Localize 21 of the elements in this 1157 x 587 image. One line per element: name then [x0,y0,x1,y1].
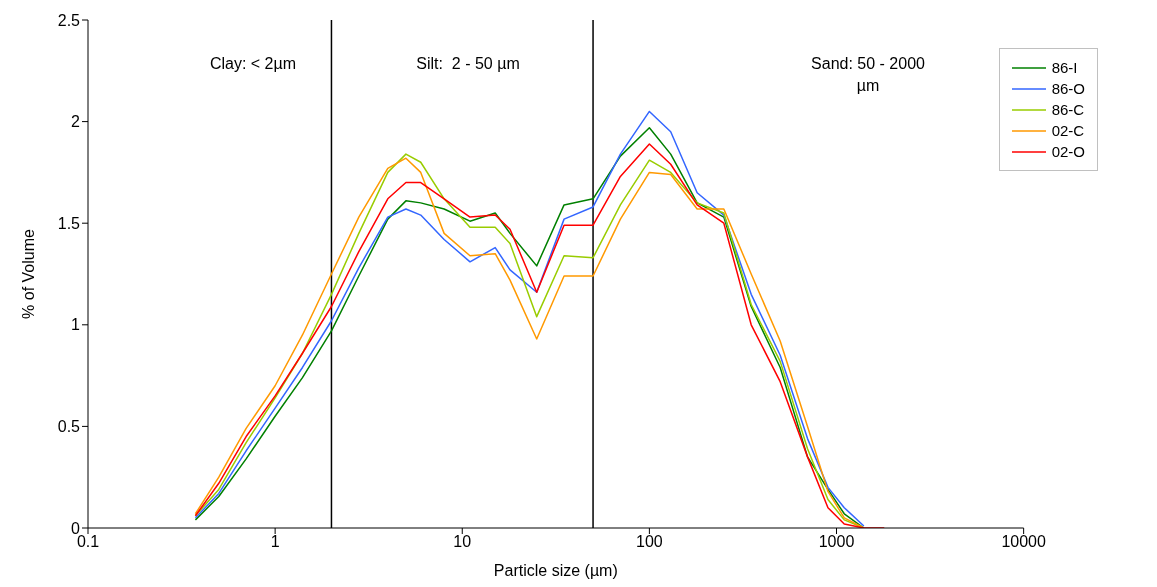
legend-label: 86-C [1051,101,1085,118]
y-tick-label: 0.5 [57,418,81,436]
x-tick-label: 10 [453,533,472,551]
annotation: Silt: 2 - 50 µm [415,54,521,74]
legend-label: 02-C [1051,122,1085,139]
annotation: Clay: < 2µm [208,54,298,74]
legend-label: 86-O [1051,80,1085,97]
legend-label: 86-I [1051,59,1078,76]
legend-label: 02-O [1051,143,1085,160]
x-tick-label: 100 [636,533,663,551]
x-tick-label: 1000 [818,533,855,551]
annotation: Sand: 50 - 2000 µm [810,54,926,96]
x-axis-title: Particle size (µm) [493,562,618,579]
y-tick-label: 2 [71,113,81,131]
y-tick-label: 1.5 [57,214,81,232]
x-tick-label: 1 [270,533,280,551]
y-tick-label: 2.5 [57,11,81,29]
x-tick-label: 10000 [1001,533,1046,551]
x-tick-label: 0.1 [76,533,100,551]
y-tick-label: 1 [71,316,81,334]
y-axis-title: % of Volume [19,228,37,319]
